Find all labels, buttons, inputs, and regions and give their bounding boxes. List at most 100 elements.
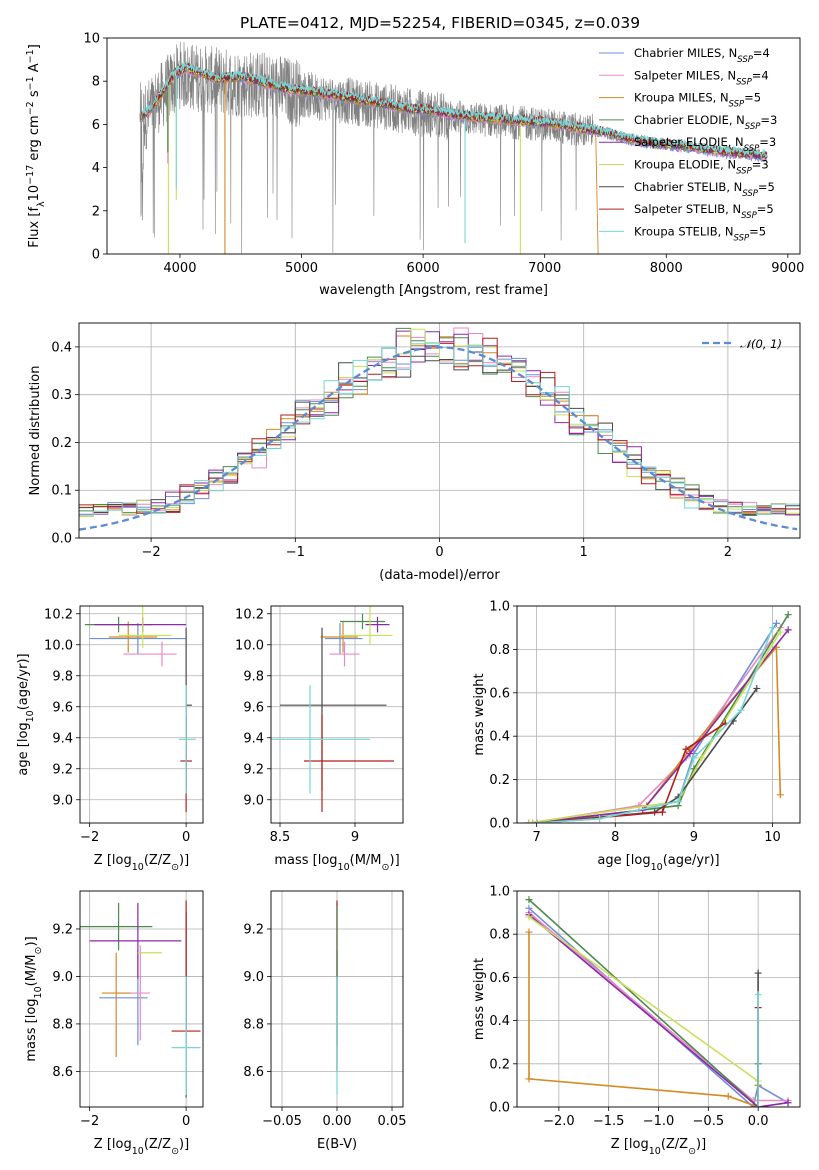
y-tick-label: 0.8 (489, 643, 510, 658)
x-tick-label: 8 (611, 830, 619, 845)
x-axis-label: (data-model)/error (379, 568, 500, 583)
x-tick-label: 10 (764, 830, 781, 845)
axes-frame (516, 890, 801, 1108)
axes-frame (270, 890, 404, 1108)
series-line-chabrier_miles (528, 907, 789, 1107)
y-axis-label: Flux [fλ10−17 erg cm−2 s−1 A−1] (25, 44, 47, 248)
panel-age_vs_Z: −2 0 9.0 9.2 9.4 9.6 9.8 10.0 10.2 Z [log10(Z/Z⊙)… (16, 605, 204, 873)
y-tick-label: 0.3 (51, 388, 72, 403)
x-tick-label: 9000 (771, 261, 804, 276)
legend-label-chabrier_elodie: Chabrier ELODIE, NSSP=3 (634, 113, 777, 132)
marker-kroupa_stelib (737, 706, 745, 714)
x-axis-label: Z [log10(Z/Z⊙)] (94, 1137, 189, 1157)
y-tick-label: 9.0 (243, 793, 264, 808)
x-tick-label: −0.05 (262, 1114, 302, 1129)
axes-frame (78, 322, 801, 539)
y-tick-label: 0.4 (51, 340, 72, 355)
marker-salpeter_elodie (784, 626, 792, 634)
axes-frame (516, 605, 801, 824)
marker-kroupa_miles (525, 1075, 533, 1083)
series-line-kroupa_stelib (536, 627, 774, 823)
y-tick-label: 9.8 (52, 669, 73, 684)
y-tick-label: 0.6 (489, 686, 510, 701)
model-line-kroupa_stelib (140, 60, 768, 159)
marker-chabrier_elodie (784, 611, 792, 619)
y-tick-label: 0.2 (489, 773, 510, 788)
gaussian-curve (79, 346, 798, 531)
plot-area-age_vs_mass (271, 606, 394, 813)
x-tick-label: 7 (533, 830, 541, 845)
y-tick-label: 0.0 (489, 817, 510, 832)
x-tick-label: 7000 (528, 261, 561, 276)
marker-kroupa_stelib (533, 819, 541, 823)
marker-kroupa_stelib (674, 797, 682, 805)
marker-salpeter_stelib (682, 745, 690, 753)
x-tick-label: 8000 (650, 261, 683, 276)
x-tick-label: −2 (80, 830, 99, 845)
series-line-salpeter_elodie (528, 629, 789, 823)
y-tick-label: 9.6 (243, 700, 264, 715)
y-tick-label: 9.2 (243, 922, 264, 937)
y-tick-label: 0.0 (489, 1101, 510, 1116)
marker-chabrier_stelib (753, 684, 761, 692)
y-tick-label: 0.0 (51, 532, 72, 547)
x-tick-label: −0.5 (693, 1114, 725, 1129)
y-axis-label: Normed distribution (28, 366, 43, 496)
x-tick-label: 0.00 (323, 1114, 352, 1129)
x-tick-label: −1.5 (593, 1114, 625, 1129)
marker-kroupa_miles (724, 1092, 732, 1100)
x-axis-label: mass [log10(M/M⊙)] (274, 853, 399, 873)
panel-massweight_vs_Z: −2.0 −1.5 −1.0 −0.5 0.0 0.0 0.2 0.4 0.6 0.8 1.0 Z [… (472, 885, 801, 1157)
y-tick-label: 9.4 (52, 731, 73, 746)
panel-spectrum: 4000 5000 6000 7000 8000 9000 0 2 4 6 8 10 wavelengt… (25, 32, 805, 299)
axes-frame (270, 605, 404, 824)
x-tick-label: −2 (142, 545, 161, 560)
y-tick-label: 9.8 (243, 669, 264, 684)
x-tick-label: 6000 (407, 261, 440, 276)
marker-salpeter_stelib (658, 808, 666, 816)
y-tick-label: 1.0 (489, 600, 510, 615)
x-tick-label: 5000 (285, 261, 318, 276)
legend-label-gaussian: 𝒩(0, 1) (740, 337, 782, 351)
y-tick-label: 0.4 (489, 730, 510, 745)
y-tick-label: 0.2 (51, 436, 72, 451)
x-axis-label: Z [log10(Z/Z⊙)] (94, 853, 189, 873)
panel-age_vs_mass: 8.5 9 9.0 9.2 9.4 9.6 9.8 10.0 10.2 mass [log10(M… (235, 605, 404, 873)
legend-label-salpeter_miles: Salpeter MILES, NSSP=4 (634, 68, 769, 87)
legend-label-chabrier_stelib: Chabrier STELIB, NSSP=5 (634, 180, 775, 199)
y-tick-label: 0.4 (489, 1014, 510, 1029)
marker-kroupa_stelib (596, 815, 604, 823)
legend-label-salpeter_elodie: Salpeter ELODIE, NSSP=3 (634, 135, 776, 154)
plot-area-age_vs_Z (84, 606, 196, 813)
marker-salpeter_elodie (784, 1099, 792, 1107)
x-tick-label: −1.0 (643, 1114, 675, 1129)
y-tick-label: 8.8 (52, 1017, 73, 1032)
x-tick-label: 1 (580, 545, 588, 560)
axes-frame (106, 37, 801, 255)
panel-mass_vs_EBV: −0.05 0.00 0.05 8.6 8.8 9.0 9.2 E(B-V) (243, 890, 406, 1152)
x-axis-label: E(B-V) (317, 1137, 357, 1152)
panel-massweight_vs_age: 7 8 9 10 0.0 0.2 0.4 0.6 0.8 1.0 age [log10(age/yr… (472, 600, 801, 873)
y-tick-label: 8.6 (243, 1065, 264, 1080)
plot-area-residual_histogram (79, 327, 800, 531)
histogram-kroupa_elodie (79, 328, 800, 518)
panel-mass_vs_Z: −2 0 8.6 8.8 9.0 9.2 Z [log10(Z/Z⊙)] mass [log1… (24, 890, 204, 1157)
y-tick-label: 2 (92, 204, 100, 219)
marker-kroupa_elodie (698, 754, 706, 762)
x-tick-label: 0 (182, 830, 190, 845)
marker-kroupa_elodie (525, 913, 533, 921)
y-axis-label: mass [log10(M/M⊙)] (24, 936, 44, 1061)
y-tick-label: 8.6 (52, 1065, 73, 1080)
legend-label-kroupa_stelib: Kroupa STELIB, NSSP=5 (634, 224, 766, 243)
y-tick-label: 9.0 (52, 793, 73, 808)
x-tick-label: −2 (80, 1114, 99, 1129)
legend-label-kroupa_elodie: Kroupa ELODIE, NSSP=3 (634, 158, 769, 177)
x-tick-label: 2 (724, 545, 732, 560)
legend: Chabrier MILES, NSSP=4 Salpeter MILES, NS… (599, 46, 777, 243)
y-tick-label: 9.4 (243, 731, 264, 746)
y-tick-label: 10.2 (235, 607, 264, 622)
marker-chabrier_elodie (525, 896, 533, 904)
y-tick-label: 9.0 (52, 970, 73, 985)
y-tick-label: 9.2 (52, 762, 73, 777)
